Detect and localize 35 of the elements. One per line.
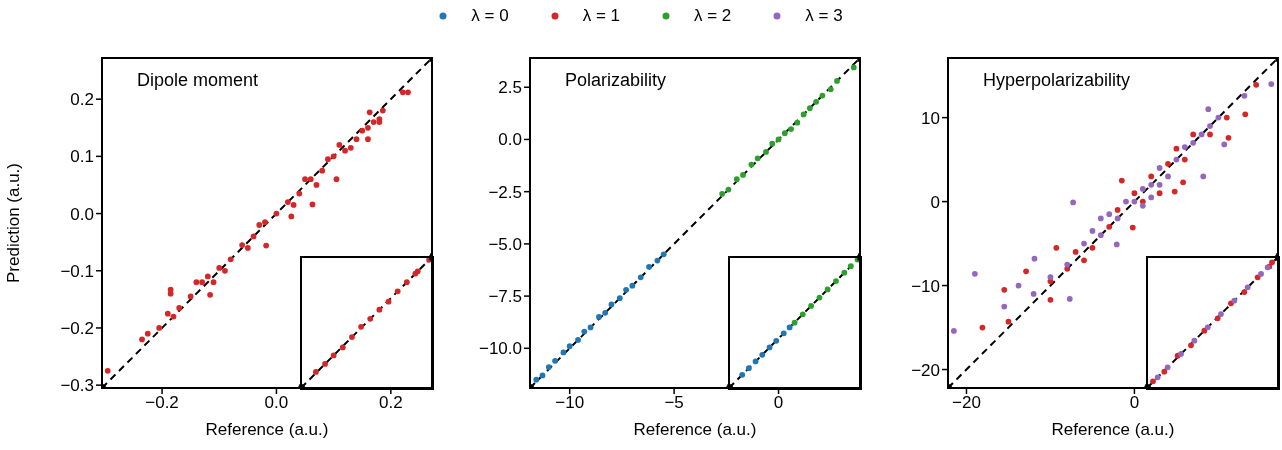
x-axis-title: Reference (a.u.)	[204, 420, 330, 440]
text: Polarizability	[565, 70, 667, 91]
y-tick-label: −20	[911, 360, 940, 380]
y-tick-label: −0.3	[60, 376, 94, 396]
y-tick-label: 0.0	[498, 130, 522, 150]
y-tick-label: 2.5	[498, 78, 522, 98]
y-tick-label: −10.0	[478, 339, 522, 359]
x-tick-label: 0	[1129, 393, 1140, 413]
y-tick-label: 0.0	[70, 204, 94, 224]
x-tick-label: −0.2	[145, 393, 179, 413]
x-axis-title: Reference (a.u.)	[632, 420, 758, 440]
y-tick-label: −7.5	[488, 287, 522, 307]
x-tick-label: −5	[664, 393, 684, 413]
y-tick-label: 0	[930, 192, 940, 212]
x-tick-label: 0.2	[379, 393, 403, 413]
legend-label: λ = 2	[694, 6, 732, 26]
x-tick-label: 0	[773, 393, 784, 413]
x-tick-label: −20	[952, 393, 981, 413]
text: Hyperpolarizability	[983, 70, 1131, 91]
legend-label: λ = 1	[582, 6, 620, 26]
legend-label: λ = 3	[805, 6, 843, 26]
y-tick-label: −10	[911, 276, 940, 296]
y-tick-label: 0.1	[70, 147, 94, 167]
x-tick-label: 0.0	[264, 393, 289, 413]
y-tick-label: −5.0	[488, 234, 522, 254]
y-tick-label: 10	[921, 108, 940, 128]
text: Dipole moment	[137, 70, 259, 91]
x-axis-title: Reference (a.u.)	[1050, 420, 1176, 440]
y-tick-label: 0.2	[70, 90, 94, 110]
y-tick-label: −2.5	[488, 182, 522, 202]
legend-label: λ = 0	[471, 6, 509, 26]
x-tick-label: −10	[555, 393, 585, 413]
y-axis-title: Prediction (a.u.)	[4, 163, 24, 283]
y-tick-label: −0.2	[60, 318, 94, 338]
y-tick-label: −0.1	[60, 261, 94, 281]
